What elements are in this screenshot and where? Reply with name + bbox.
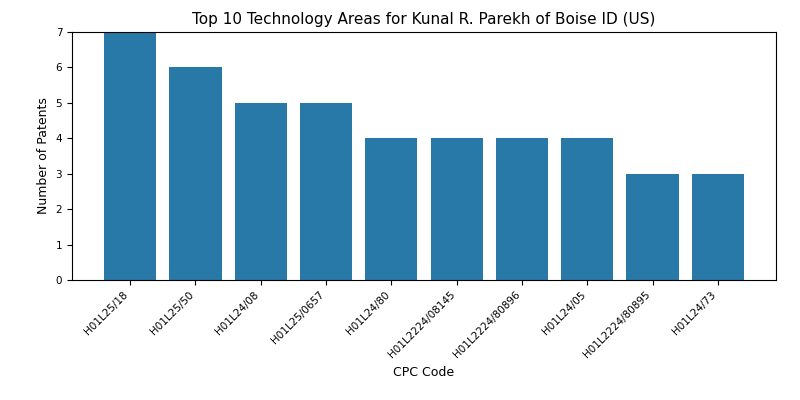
Bar: [430, 138, 482, 280]
Bar: [234, 103, 287, 280]
Y-axis label: Number of Patents: Number of Patents: [37, 98, 50, 214]
Bar: [692, 174, 744, 280]
Bar: [170, 68, 222, 280]
Bar: [496, 138, 548, 280]
Title: Top 10 Technology Areas for Kunal R. Parekh of Boise ID (US): Top 10 Technology Areas for Kunal R. Par…: [192, 12, 656, 27]
Bar: [561, 138, 614, 280]
Bar: [300, 103, 352, 280]
Bar: [626, 174, 678, 280]
Bar: [104, 32, 156, 280]
X-axis label: CPC Code: CPC Code: [394, 366, 454, 379]
Bar: [366, 138, 418, 280]
